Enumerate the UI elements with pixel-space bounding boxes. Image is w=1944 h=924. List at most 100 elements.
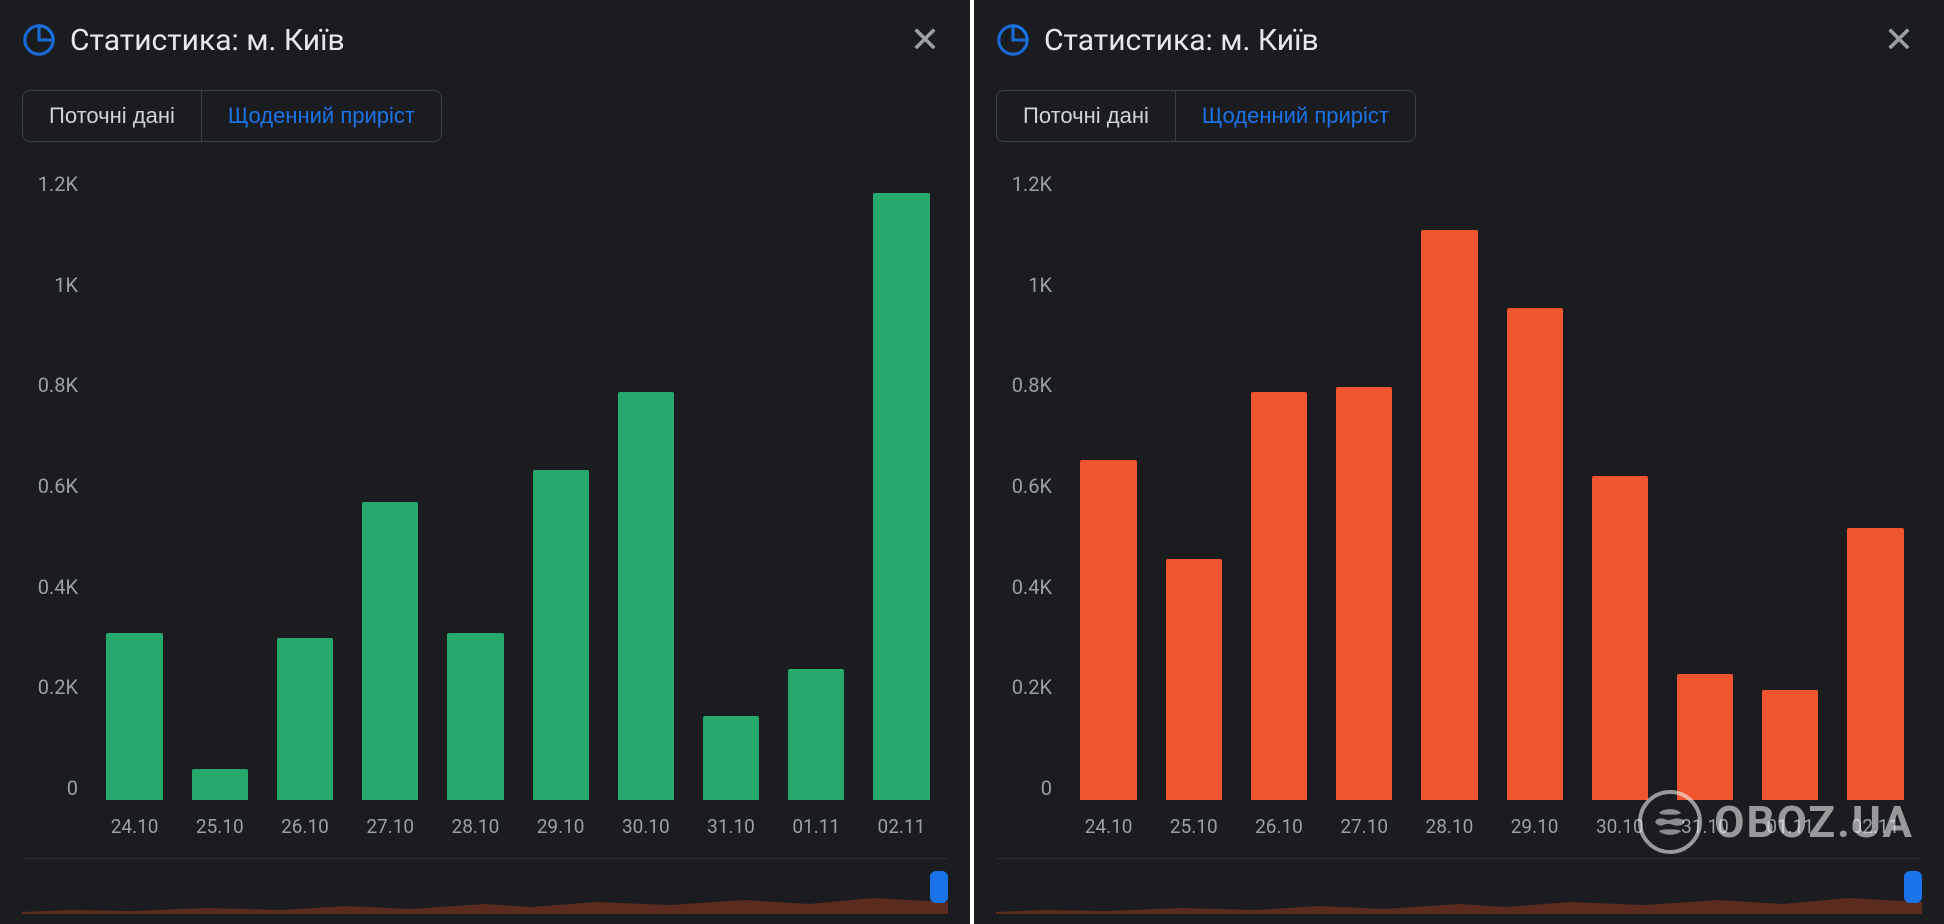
bar-chart: 1.2K 1K 0.8K 0.6K 0.4K 0.2K 0 24.1025.10…: [996, 172, 1922, 850]
mini-area-chart: [996, 874, 1922, 914]
y-tick: 0.2K: [1012, 675, 1052, 699]
stats-panel-right: Статистика: м. Київ ✕ Поточні дані Щоден…: [974, 0, 1944, 924]
y-tick: 0.6K: [1012, 474, 1052, 498]
bar-slot: 26.10: [1236, 172, 1321, 800]
x-tick: 24.10: [111, 815, 159, 838]
timeline-handle-icon[interactable]: [930, 871, 948, 903]
bar[interactable]: [788, 669, 844, 800]
bar[interactable]: [703, 716, 759, 800]
y-tick: 0.8K: [1012, 373, 1052, 397]
stats-panel-left: Статистика: м. Київ ✕ Поточні дані Щоден…: [0, 0, 970, 924]
plot-area: 24.1025.1026.1027.1028.1029.1030.1031.10…: [1062, 172, 1922, 800]
tab-current-data[interactable]: Поточні дані: [23, 91, 202, 141]
bar[interactable]: [618, 392, 674, 800]
bar[interactable]: [362, 502, 418, 800]
timeline-handle-icon[interactable]: [1904, 871, 1922, 903]
y-tick: 1K: [54, 273, 78, 297]
bar[interactable]: [277, 638, 333, 800]
y-tick: 0.2K: [38, 675, 78, 699]
bar-slot: 29.10: [518, 172, 603, 800]
mini-timeline[interactable]: [22, 858, 948, 914]
mini-area-chart: [22, 874, 948, 914]
bar-slot: 02.11: [859, 172, 944, 800]
plot-area: 24.1025.1026.1027.1028.1029.1030.1031.10…: [88, 172, 948, 800]
bar-slot: 28.10: [433, 172, 518, 800]
y-axis: 1.2K 1K 0.8K 0.6K 0.4K 0.2K 0: [22, 172, 88, 800]
x-tick: 26.10: [1255, 815, 1303, 838]
bar-slot: 31.10: [1662, 172, 1747, 800]
x-tick: 29.10: [1511, 815, 1559, 838]
x-tick: 30.10: [622, 815, 670, 838]
y-tick: 1.2K: [1012, 172, 1052, 196]
bar[interactable]: [873, 193, 929, 800]
x-tick: 28.10: [1426, 815, 1474, 838]
tabs: Поточні дані Щоденний приріст: [22, 90, 442, 142]
bar[interactable]: [1592, 476, 1648, 800]
x-tick: 31.10: [1681, 815, 1729, 838]
bar[interactable]: [1677, 674, 1733, 800]
tabs: Поточні дані Щоденний приріст: [996, 90, 1416, 142]
bar-slot: 30.10: [603, 172, 688, 800]
panel-header: Статистика: м. Київ ✕: [22, 18, 948, 62]
x-tick: 01.11: [1766, 815, 1814, 838]
bar[interactable]: [106, 633, 162, 800]
y-tick: 0: [1041, 776, 1052, 800]
bar[interactable]: [192, 769, 248, 800]
bar-slot: 24.10: [1066, 172, 1151, 800]
x-tick: 02.11: [1852, 815, 1900, 838]
bar-slot: 27.10: [1322, 172, 1407, 800]
tab-daily-growth[interactable]: Щоденний приріст: [202, 91, 441, 141]
bar-slot: 24.10: [92, 172, 177, 800]
bar-slot: 02.11: [1833, 172, 1918, 800]
pie-chart-icon: [22, 23, 56, 57]
mini-timeline[interactable]: [996, 858, 1922, 914]
bar[interactable]: [1336, 387, 1392, 800]
x-tick: 27.10: [1340, 815, 1388, 838]
x-tick: 27.10: [366, 815, 414, 838]
y-tick: 0.4K: [38, 575, 78, 599]
bar[interactable]: [1251, 392, 1307, 800]
y-tick: 0: [67, 776, 78, 800]
y-tick: 1.2K: [38, 172, 78, 196]
x-tick: 01.11: [792, 815, 840, 838]
x-tick: 30.10: [1596, 815, 1644, 838]
bar-slot: 28.10: [1407, 172, 1492, 800]
x-tick: 25.10: [1170, 815, 1218, 838]
y-tick: 1K: [1028, 273, 1052, 297]
close-icon[interactable]: ✕: [1876, 18, 1922, 62]
bar-slot: 01.11: [1748, 172, 1833, 800]
x-tick: 28.10: [452, 815, 500, 838]
close-icon[interactable]: ✕: [902, 18, 948, 62]
bar-chart: 1.2K 1K 0.8K 0.6K 0.4K 0.2K 0 24.1025.10…: [22, 172, 948, 850]
panel-title: Статистика: м. Київ: [1044, 23, 1862, 58]
x-tick: 25.10: [196, 815, 244, 838]
x-tick: 24.10: [1085, 815, 1133, 838]
bar[interactable]: [1166, 559, 1222, 800]
bars: 24.1025.1026.1027.1028.1029.1030.1031.10…: [88, 172, 948, 800]
bar[interactable]: [533, 470, 589, 800]
y-tick: 0.4K: [1012, 575, 1052, 599]
y-tick: 0.6K: [38, 474, 78, 498]
bar-slot: 31.10: [688, 172, 773, 800]
bar[interactable]: [1421, 230, 1477, 800]
bar[interactable]: [1080, 460, 1136, 800]
tab-current-data[interactable]: Поточні дані: [997, 91, 1176, 141]
bar-slot: 30.10: [1577, 172, 1662, 800]
bar[interactable]: [1507, 308, 1563, 800]
tab-daily-growth[interactable]: Щоденний приріст: [1176, 91, 1415, 141]
panel-header: Статистика: м. Київ ✕: [996, 18, 1922, 62]
bar[interactable]: [447, 633, 503, 800]
bar-slot: 26.10: [262, 172, 347, 800]
bar-slot: 25.10: [177, 172, 262, 800]
bar[interactable]: [1762, 690, 1818, 800]
bar-slot: 29.10: [1492, 172, 1577, 800]
y-axis: 1.2K 1K 0.8K 0.6K 0.4K 0.2K 0: [996, 172, 1062, 800]
bar-slot: 01.11: [774, 172, 859, 800]
bar[interactable]: [1847, 528, 1903, 800]
x-tick: 26.10: [281, 815, 329, 838]
bars: 24.1025.1026.1027.1028.1029.1030.1031.10…: [1062, 172, 1922, 800]
pie-chart-icon: [996, 23, 1030, 57]
bar-slot: 25.10: [1151, 172, 1236, 800]
x-tick: 02.11: [878, 815, 926, 838]
bar-slot: 27.10: [348, 172, 433, 800]
